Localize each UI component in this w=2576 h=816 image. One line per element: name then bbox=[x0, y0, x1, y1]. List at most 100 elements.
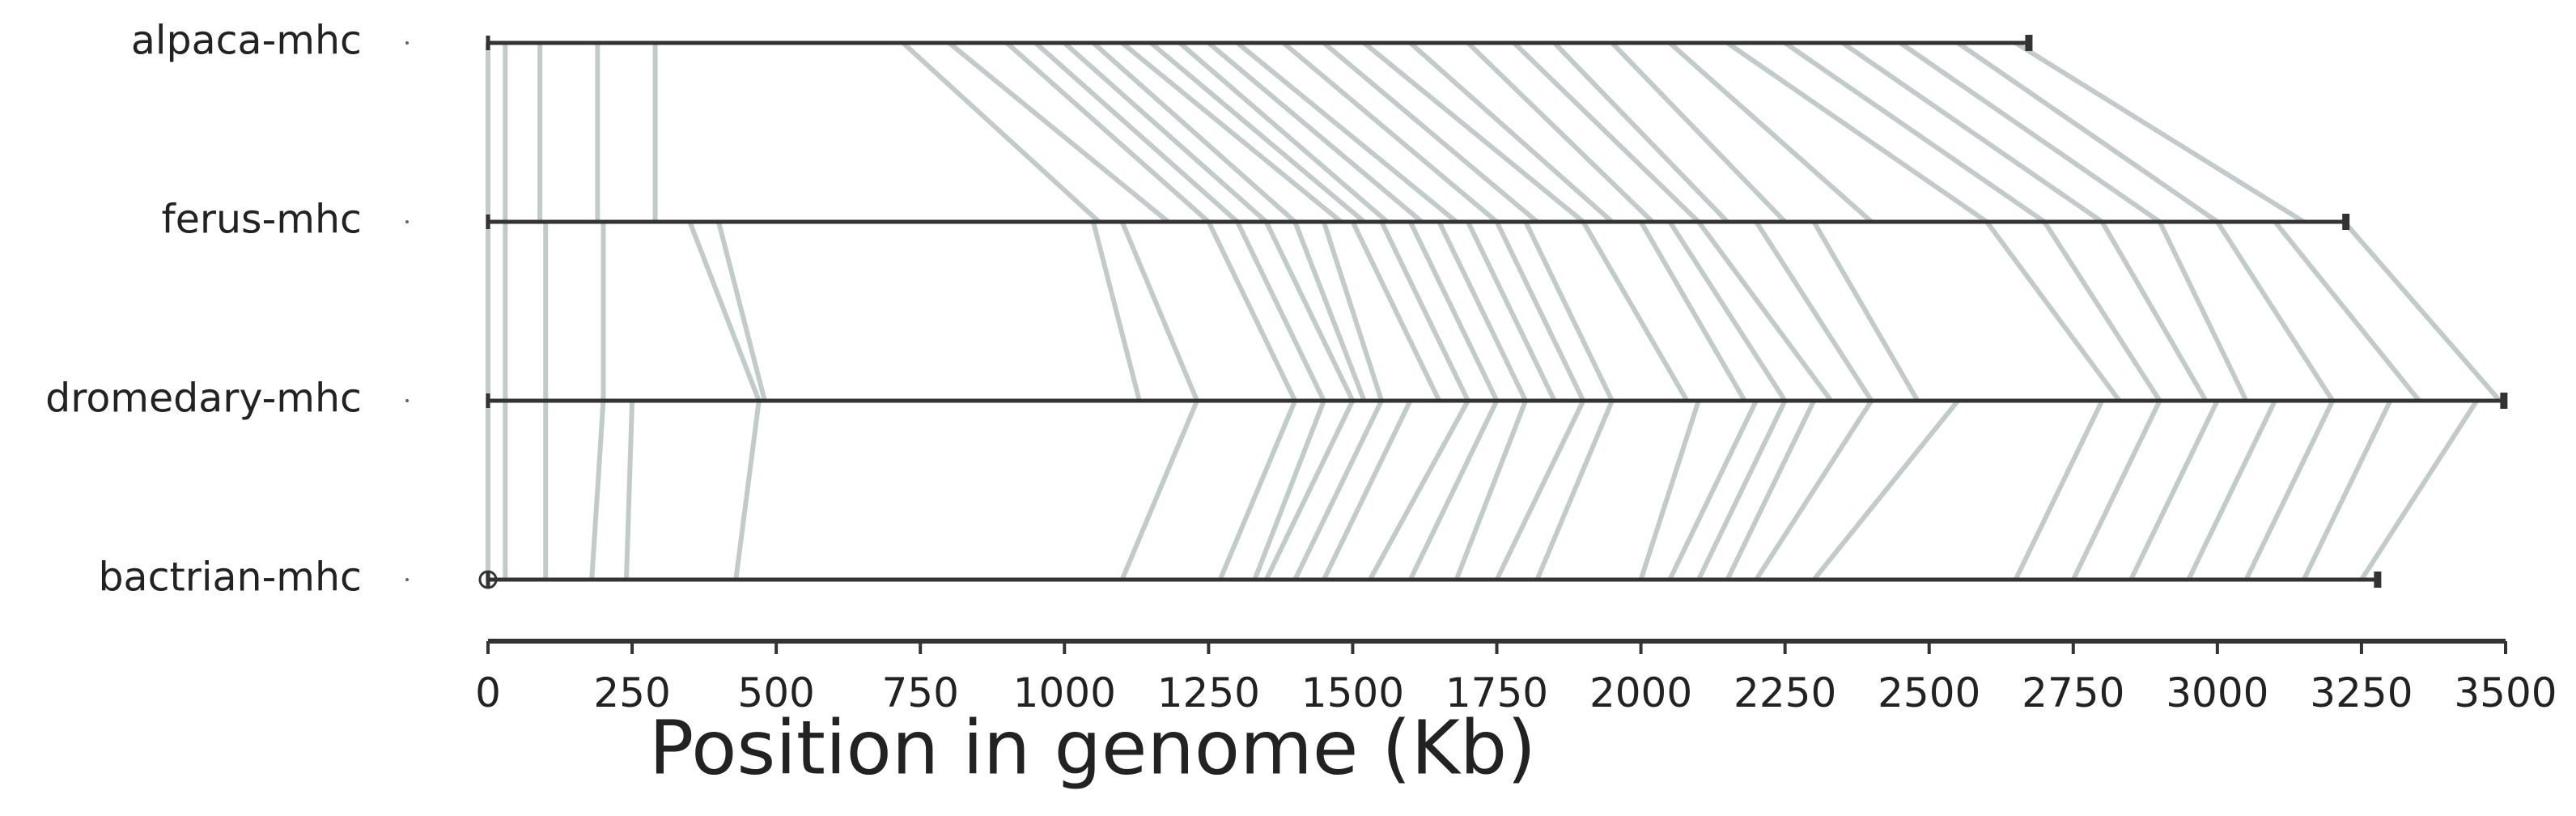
x-tick-label: 2750 bbox=[2022, 669, 2124, 716]
synteny-link bbox=[1090, 221, 1142, 402]
synteny-link bbox=[1120, 40, 1343, 224]
synteny-link bbox=[1282, 40, 1499, 224]
x-tick-label: 1000 bbox=[1013, 669, 1116, 716]
synteny-link bbox=[1252, 399, 1326, 581]
synteny-link bbox=[1581, 220, 1690, 402]
synteny-link bbox=[1119, 399, 1199, 581]
synteny-link bbox=[733, 400, 762, 580]
x-tick-label: 3250 bbox=[2310, 669, 2413, 716]
synteny-link bbox=[1494, 399, 1586, 581]
synteny-link bbox=[1292, 220, 1367, 402]
genome-label: dromedary-mhc bbox=[45, 376, 362, 422]
synteny-link bbox=[901, 40, 1101, 224]
label-dot bbox=[405, 578, 409, 581]
synteny-link bbox=[1437, 220, 1528, 402]
synteny-link bbox=[2215, 220, 2335, 402]
synteny-link bbox=[1534, 399, 1615, 581]
x-tick-label: 3000 bbox=[2166, 669, 2268, 716]
synteny-link bbox=[716, 221, 767, 402]
x-tick-label: 1500 bbox=[1301, 669, 1404, 716]
synteny-link bbox=[1638, 220, 1747, 402]
synteny-link bbox=[1322, 40, 1539, 224]
synteny-link bbox=[1149, 40, 1366, 224]
synteny-link bbox=[1362, 40, 1585, 224]
synteny-link bbox=[623, 400, 635, 580]
synteny-link bbox=[1091, 40, 1297, 224]
synteny-link bbox=[2186, 399, 2277, 581]
synteny-link bbox=[1725, 399, 1816, 581]
synteny-link bbox=[1408, 40, 1614, 224]
x-tick-label: 0 bbox=[475, 669, 501, 716]
synteny-link bbox=[1754, 220, 1874, 402]
synteny-link bbox=[1119, 220, 1199, 402]
x-tick-label: 750 bbox=[881, 669, 958, 716]
x-tick-label: 1250 bbox=[1157, 669, 1260, 716]
x-axis-title: Position in genome (Kb) bbox=[649, 704, 1536, 791]
label-dot bbox=[405, 220, 409, 223]
synteny-link bbox=[2014, 40, 2306, 224]
synteny-link bbox=[1454, 399, 1528, 581]
label-dot bbox=[405, 399, 409, 402]
synteny-link bbox=[1321, 221, 1384, 402]
x-tick-label: 2250 bbox=[1734, 669, 1836, 716]
label-dot bbox=[405, 41, 409, 45]
synteny-link bbox=[1466, 220, 1557, 402]
start-marker bbox=[478, 570, 498, 589]
synteny-link bbox=[687, 220, 762, 402]
synteny-link bbox=[1783, 40, 2046, 224]
synteny-link bbox=[1063, 40, 1268, 224]
synteny-link bbox=[1466, 40, 1654, 224]
x-tick-label: 500 bbox=[737, 669, 814, 716]
synteny-link bbox=[1725, 40, 1988, 224]
synteny-link bbox=[1667, 399, 1759, 581]
synteny-link bbox=[1811, 399, 1960, 581]
genome-label: bactrian-mhc bbox=[98, 555, 362, 601]
synteny-link bbox=[1005, 40, 1211, 224]
x-tick-label: 2000 bbox=[1589, 669, 1692, 716]
synteny-link bbox=[1494, 220, 1586, 402]
synteny-link bbox=[1263, 220, 1356, 402]
genome-label: ferus-mhc bbox=[161, 197, 362, 243]
synteny-link bbox=[1696, 220, 1834, 402]
synteny-link bbox=[1217, 399, 1297, 581]
synteny-link bbox=[1263, 399, 1356, 581]
synteny-link bbox=[1638, 400, 1701, 580]
synteny-link bbox=[1984, 220, 2122, 402]
synteny-link bbox=[2013, 399, 2105, 581]
links bbox=[486, 40, 2502, 581]
synteny-link bbox=[1610, 40, 1787, 224]
synteny-link bbox=[1523, 220, 1615, 402]
synteny-link bbox=[1811, 220, 1920, 402]
synteny-link bbox=[947, 40, 1170, 224]
synteny-link bbox=[1754, 399, 1874, 581]
x-tick-label: 250 bbox=[593, 669, 670, 716]
synteny-link bbox=[1667, 220, 1788, 402]
synteny-link bbox=[1407, 399, 1500, 581]
synteny-link bbox=[1368, 399, 1470, 581]
synteny-link bbox=[1350, 220, 1441, 402]
synteny-link bbox=[2301, 399, 2393, 581]
synteny-link bbox=[1206, 220, 1297, 402]
x-tick-label: 3500 bbox=[2454, 669, 2557, 716]
synteny-link bbox=[2342, 220, 2502, 402]
synteny-link bbox=[1322, 399, 1413, 581]
synteny-link bbox=[1207, 40, 1424, 224]
synteny-link bbox=[1899, 40, 2162, 224]
synteny-link bbox=[1552, 40, 1729, 224]
x-tick-label: 1750 bbox=[1445, 669, 1548, 716]
synteny-link bbox=[2042, 220, 2162, 402]
synteny-link bbox=[2099, 220, 2209, 402]
synteny-link bbox=[2128, 399, 2220, 581]
synteny-link bbox=[1841, 40, 2104, 224]
synteny-link bbox=[589, 400, 606, 580]
synteny-link bbox=[1512, 40, 1700, 224]
synteny-link bbox=[1379, 220, 1470, 402]
synteny-link bbox=[1668, 40, 1874, 224]
synteny-link bbox=[2071, 399, 2162, 581]
synteny-link bbox=[2359, 399, 2479, 581]
synteny-link bbox=[1033, 40, 1239, 224]
synteny-link bbox=[1235, 220, 1326, 402]
synteny-link bbox=[1178, 40, 1390, 224]
synteny-link bbox=[1696, 399, 1788, 581]
